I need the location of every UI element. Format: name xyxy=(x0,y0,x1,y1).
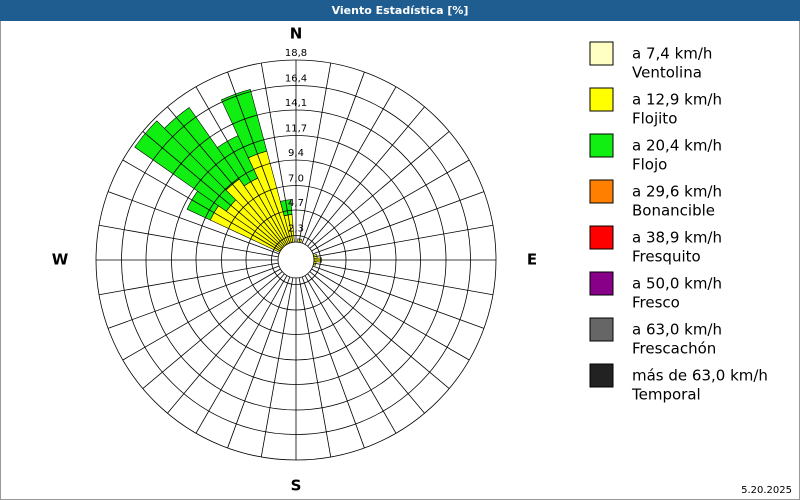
spoke xyxy=(142,271,283,389)
spoke xyxy=(167,273,285,414)
spoke xyxy=(227,276,291,449)
r-tick-label: 14,1 xyxy=(285,98,307,109)
date: 5.20.2025 xyxy=(741,485,792,496)
spoke xyxy=(260,277,294,458)
wedge xyxy=(163,107,240,191)
spoke xyxy=(304,275,397,434)
spoke xyxy=(195,275,288,434)
legend-name: a 20,4 km/h xyxy=(632,137,722,155)
spoke xyxy=(313,224,494,258)
spoke xyxy=(98,224,279,258)
legend-name: a 12,9 km/h xyxy=(632,91,722,109)
r-tick-label: 9,4 xyxy=(288,148,304,159)
legend-swatch xyxy=(589,363,614,388)
spoke xyxy=(301,71,365,244)
legend-name: a 38,9 km/h xyxy=(632,229,722,247)
direction-label: N xyxy=(290,25,303,43)
spoke xyxy=(307,273,425,414)
legend-label: Bonancible xyxy=(632,202,715,220)
legend-label: Fresco xyxy=(632,294,680,312)
spoke xyxy=(313,262,494,296)
legend-name: a 50,0 km/h xyxy=(632,275,722,293)
r-tick-label: 2,3 xyxy=(288,224,304,235)
r-tick-label: 18,8 xyxy=(285,48,307,59)
legend-swatch xyxy=(589,317,614,342)
legend-label: Ventolina xyxy=(632,64,702,82)
legend-label: Flojito xyxy=(632,110,677,128)
spoke xyxy=(195,86,288,245)
spoke xyxy=(312,191,485,255)
spoke xyxy=(311,268,470,361)
legend-swatch xyxy=(589,225,614,250)
legend-swatch xyxy=(589,179,614,204)
legend-label: Fresquito xyxy=(632,248,701,266)
spoke xyxy=(301,276,365,449)
spoke xyxy=(298,277,332,458)
legend-swatch xyxy=(589,41,614,66)
legend-swatch xyxy=(589,87,614,112)
spoke xyxy=(304,86,397,245)
legend-swatch xyxy=(589,133,614,158)
direction-label: E xyxy=(527,251,537,269)
spoke xyxy=(98,262,279,296)
spoke xyxy=(312,265,485,329)
legend-name: más de 63,0 km/h xyxy=(632,367,768,385)
wedge xyxy=(220,89,268,159)
legend-name: a 29,6 km/h xyxy=(632,183,722,201)
spoke xyxy=(107,191,280,255)
direction-label: W xyxy=(52,251,69,269)
legend-label: Frescachón xyxy=(632,340,716,358)
r-tick-label: 7,0 xyxy=(288,174,304,185)
legend-swatch xyxy=(589,271,614,296)
spoke xyxy=(309,131,450,249)
r-tick-label: 11,7 xyxy=(285,124,307,135)
spoke xyxy=(142,131,283,249)
spoke xyxy=(309,271,450,389)
r-tick-label: 4,7 xyxy=(288,198,304,209)
spoke xyxy=(122,159,281,252)
spoke xyxy=(122,268,281,361)
spoke xyxy=(311,159,470,252)
chart-title: Viento Estadística [%] xyxy=(332,4,469,17)
calm-circle xyxy=(277,241,315,279)
legend-name: a 63,0 km/h xyxy=(632,321,722,339)
spoke xyxy=(167,106,285,247)
spoke xyxy=(307,106,425,247)
spoke xyxy=(107,265,280,329)
spoke xyxy=(227,71,291,244)
spoke xyxy=(298,62,332,243)
legend-label: Temporal xyxy=(631,386,701,404)
legend-name: a 7,4 km/h xyxy=(632,45,712,63)
r-tick-label: 16,4 xyxy=(285,74,307,85)
legend-label: Flojo xyxy=(632,156,667,174)
direction-label: S xyxy=(291,477,302,495)
title-bar xyxy=(0,0,800,21)
spoke xyxy=(260,62,294,243)
